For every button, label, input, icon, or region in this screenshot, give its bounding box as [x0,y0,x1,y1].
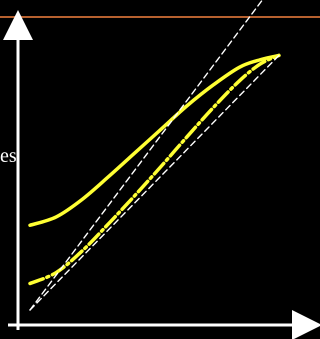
top-accent-band [0,0,320,18]
series-line-4-dashed [29,0,264,311]
partial-axis-label: es [0,145,17,167]
series-layer [28,0,281,311]
series-line-3-dashed [29,54,280,311]
series-line-1-solid [28,53,281,227]
series-line-2-dash-dot [28,53,281,286]
